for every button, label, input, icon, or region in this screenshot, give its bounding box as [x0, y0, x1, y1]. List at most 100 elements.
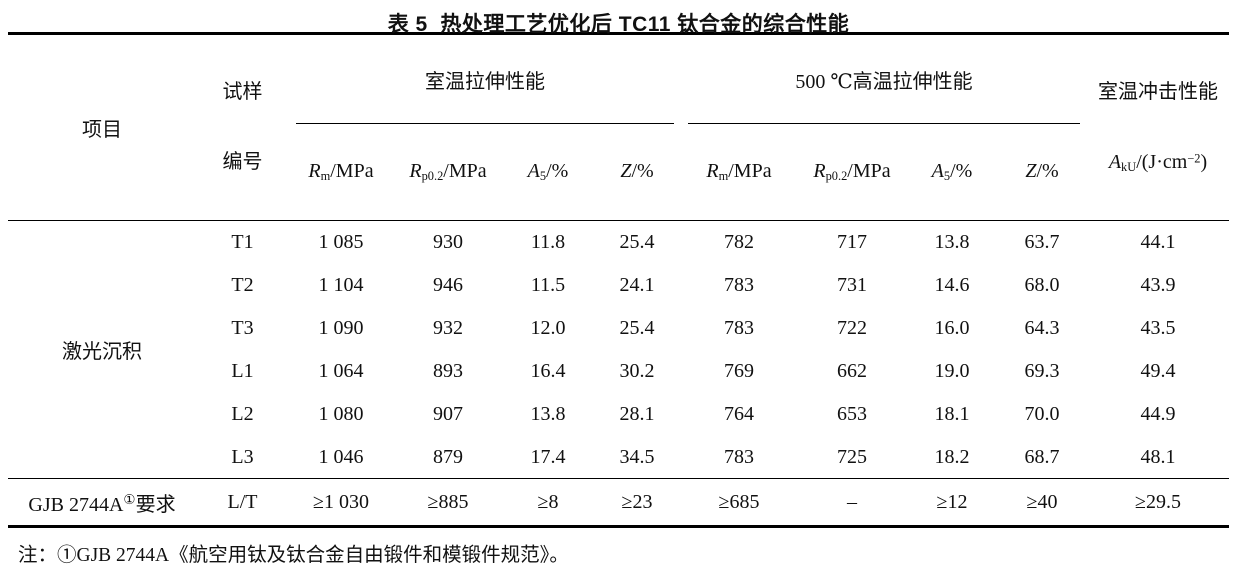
table-title: 表 5 热处理工艺优化后 TC11 钛合金的综合性能	[387, 13, 850, 36]
subcol-rm-high: Rm/MPa	[681, 123, 797, 222]
value-cell: 14.6	[934, 273, 970, 296]
table-row: L1 1 064 893 16.4 30.2 769 662 19.0 69.3…	[8, 350, 1229, 393]
unit: /MPa	[330, 159, 374, 182]
subscript: 5	[943, 169, 951, 183]
col-header-sample-id: 试样 编号	[196, 33, 289, 222]
subcol-a5-room: A5/%	[503, 123, 593, 222]
value-cell: 893	[433, 359, 463, 382]
sample-id-cell: L1	[231, 359, 254, 382]
subcol-a5-high: A5/%	[907, 123, 997, 222]
table-row: 激光沉积 T1 1 085 930 11.8 25.4 782 717 13.8…	[8, 221, 1229, 363]
value-cell: 13.8	[934, 231, 970, 254]
value-cell: 764	[724, 402, 754, 425]
value-cell: 1 080	[318, 402, 364, 425]
symbol: Z	[620, 159, 632, 182]
impact-unit-pre: /(J·cm	[1136, 150, 1188, 173]
value-cell: 1 046	[318, 445, 364, 468]
value-cell: ≥885	[393, 478, 503, 527]
value-cell: 19.0	[934, 359, 970, 382]
sample-id-line1: 试样	[222, 81, 263, 104]
subcol-z-high: Z/%	[997, 123, 1087, 222]
value-cell: 30.2	[619, 359, 655, 382]
value-cell: 68.7	[1024, 445, 1060, 468]
table-row: T2 1 104 946 11.5 24.1 783 731 14.6 68.0…	[8, 264, 1229, 307]
value-cell: 1 085	[318, 231, 364, 254]
subscript: p0.2	[421, 169, 444, 183]
symbol: A	[527, 159, 540, 182]
group-header-room-tensile: 室温拉伸性能	[289, 34, 681, 124]
impact-header-line1: 室温冲击性能	[1098, 81, 1218, 103]
symbol: R	[308, 159, 321, 182]
value-cell: 725	[837, 445, 867, 468]
value-cell: ≥685	[681, 478, 797, 527]
unit: /%	[1036, 159, 1059, 182]
impact-symbol: A	[1108, 150, 1122, 173]
header-row-groups: 项目 试样 编号 室温拉伸性能 500 ℃高温拉伸性能 室温冲击性能 AkU/(…	[8, 33, 1229, 222]
table-row: L3 1 046 879 17.4 34.5 783 725 18.2 68.7…	[8, 436, 1229, 479]
impact-header-formula: AkU/(J·cm−2)	[1087, 151, 1229, 175]
sample-id-cell: L/T	[196, 478, 289, 527]
sample-id-cell: L2	[231, 402, 254, 425]
value-cell: 12.0	[530, 316, 566, 339]
value-cell: 18.2	[934, 445, 970, 468]
value-cell: 64.3	[1024, 316, 1060, 339]
symbol: R	[409, 159, 422, 182]
value-cell: ≥23	[593, 478, 681, 527]
value-cell: 782	[724, 231, 754, 254]
impact-subscript: kU	[1121, 159, 1137, 174]
value-cell: ≥1 030	[289, 478, 393, 527]
project-label-cell: 激光沉积	[62, 341, 142, 364]
value-cell: 48.1	[1140, 445, 1176, 468]
value-cell: 34.5	[619, 445, 655, 468]
value-cell: 722	[837, 316, 867, 339]
symbol: Z	[1025, 159, 1037, 182]
subscript: m	[320, 169, 331, 183]
value-cell: 783	[724, 445, 754, 468]
value-cell: 783	[724, 316, 754, 339]
properties-table: 项目 试样 编号 室温拉伸性能 500 ℃高温拉伸性能 室温冲击性能 AkU/(…	[8, 32, 1229, 529]
sample-id-line2: 编号	[222, 150, 263, 173]
value-cell: 783	[724, 273, 754, 296]
sample-id-cell: T1	[231, 231, 254, 254]
value-cell: 16.4	[530, 359, 566, 382]
col-header-project: 项目	[8, 33, 196, 222]
unit: /MPa	[847, 159, 891, 182]
group-header-high-temp-tensile: 500 ℃高温拉伸性能	[681, 34, 1087, 124]
value-cell: 69.3	[1024, 359, 1060, 382]
symbol: R	[813, 159, 826, 182]
value-cell: 68.0	[1024, 273, 1060, 296]
subcol-rp02-high: Rp0.2/MPa	[797, 123, 907, 222]
symbol: A	[931, 159, 944, 182]
value-cell: 946	[433, 273, 463, 296]
value-cell: –	[797, 478, 907, 527]
subscript: 5	[539, 169, 547, 183]
subcol-rm-room: Rm/MPa	[289, 123, 393, 222]
value-cell: 44.1	[1140, 231, 1176, 254]
requirement-label-pre: GJB 2744A	[28, 493, 124, 516]
value-cell: 63.7	[1024, 231, 1060, 254]
value-cell: 16.0	[934, 316, 970, 339]
value-cell: 1 064	[318, 359, 364, 382]
value-cell: 653	[837, 402, 867, 425]
value-cell: 49.4	[1140, 359, 1176, 382]
value-cell: 662	[837, 359, 867, 382]
subcol-z-room: Z/%	[593, 123, 681, 222]
sample-id-cell: T2	[231, 273, 254, 296]
value-cell: ≥29.5	[1087, 478, 1229, 527]
value-cell: 879	[433, 445, 463, 468]
requirement-label-cell: GJB 2744A①要求	[8, 478, 196, 527]
requirement-row: GJB 2744A①要求 L/T ≥1 030 ≥885 ≥8 ≥23 ≥685…	[8, 478, 1229, 527]
value-cell: ≥8	[503, 478, 593, 527]
subscript: p0.2	[825, 169, 848, 183]
value-cell: 1 104	[318, 273, 364, 296]
impact-superscript: −2	[1187, 151, 1201, 166]
value-cell: ≥40	[997, 478, 1087, 527]
value-cell: 1 090	[318, 316, 364, 339]
table-note: 注：①GJB 2744A《航空用钛及钛合金自由锻件和模锻件规范》。	[18, 545, 569, 567]
value-cell: 11.8	[530, 231, 566, 254]
unit: /%	[631, 159, 654, 182]
value-cell: 932	[433, 316, 463, 339]
unit: /MPa	[728, 159, 772, 182]
value-cell: 43.5	[1140, 316, 1176, 339]
value-cell: 930	[433, 231, 463, 254]
